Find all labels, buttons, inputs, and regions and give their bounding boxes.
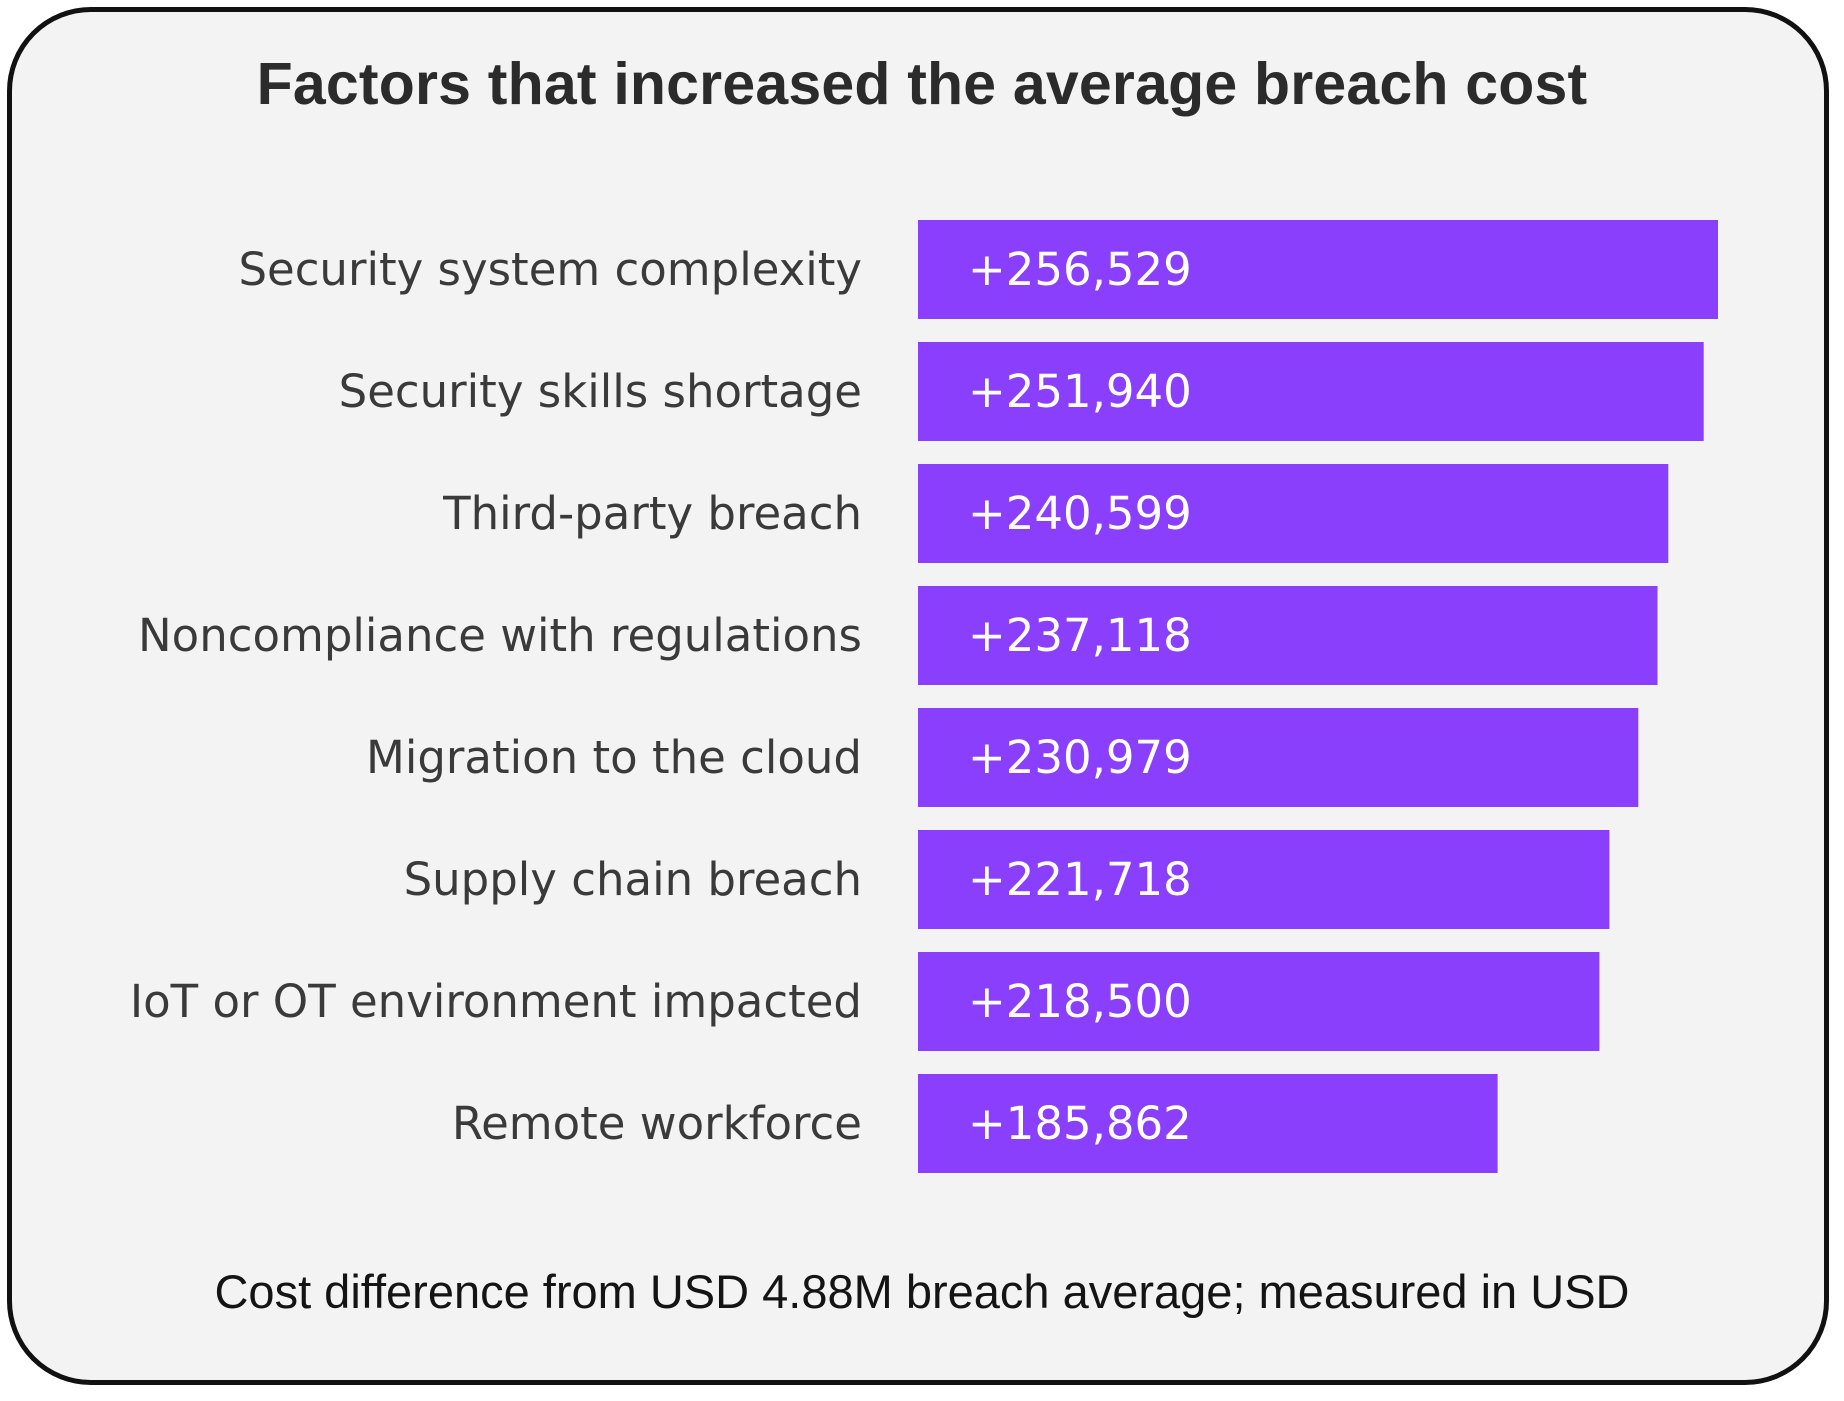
category-label: Remote workforce bbox=[452, 1097, 862, 1150]
bar-value-label: +221,718 bbox=[968, 853, 1192, 906]
bar-value-label: +185,862 bbox=[968, 1097, 1192, 1150]
bar-4 bbox=[918, 586, 1658, 685]
bar-value-label: +240,599 bbox=[968, 487, 1192, 540]
chart-footnote: Cost difference from USD 4.88M breach av… bbox=[214, 1265, 1630, 1318]
bar-value-label: +237,118 bbox=[968, 609, 1192, 662]
category-label: Security system complexity bbox=[238, 243, 862, 296]
bar-3 bbox=[918, 464, 1669, 563]
bar-8 bbox=[918, 1074, 1498, 1173]
bar-1 bbox=[918, 220, 1718, 319]
bar-6 bbox=[918, 830, 1610, 929]
category-label: Third-party breach bbox=[442, 487, 862, 540]
bar-value-label: +251,940 bbox=[968, 365, 1192, 418]
bar-value-label: +256,529 bbox=[968, 243, 1192, 296]
chart-title: Factors that increased the average breac… bbox=[256, 51, 1588, 117]
bar-7 bbox=[918, 952, 1600, 1051]
bar-2 bbox=[918, 342, 1704, 441]
bar-value-label: +230,979 bbox=[968, 731, 1192, 784]
bar-value-label: +218,500 bbox=[968, 975, 1192, 1028]
category-label: Noncompliance with regulations bbox=[138, 609, 862, 662]
category-label: Security skills shortage bbox=[339, 365, 862, 418]
bar-5 bbox=[918, 708, 1639, 807]
category-label: IoT or OT environment impacted bbox=[130, 975, 862, 1028]
category-label: Migration to the cloud bbox=[366, 731, 862, 784]
category-label: Supply chain breach bbox=[404, 853, 862, 906]
